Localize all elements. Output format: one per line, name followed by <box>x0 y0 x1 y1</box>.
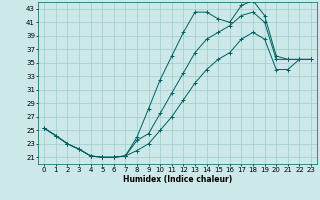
X-axis label: Humidex (Indice chaleur): Humidex (Indice chaleur) <box>123 175 232 184</box>
